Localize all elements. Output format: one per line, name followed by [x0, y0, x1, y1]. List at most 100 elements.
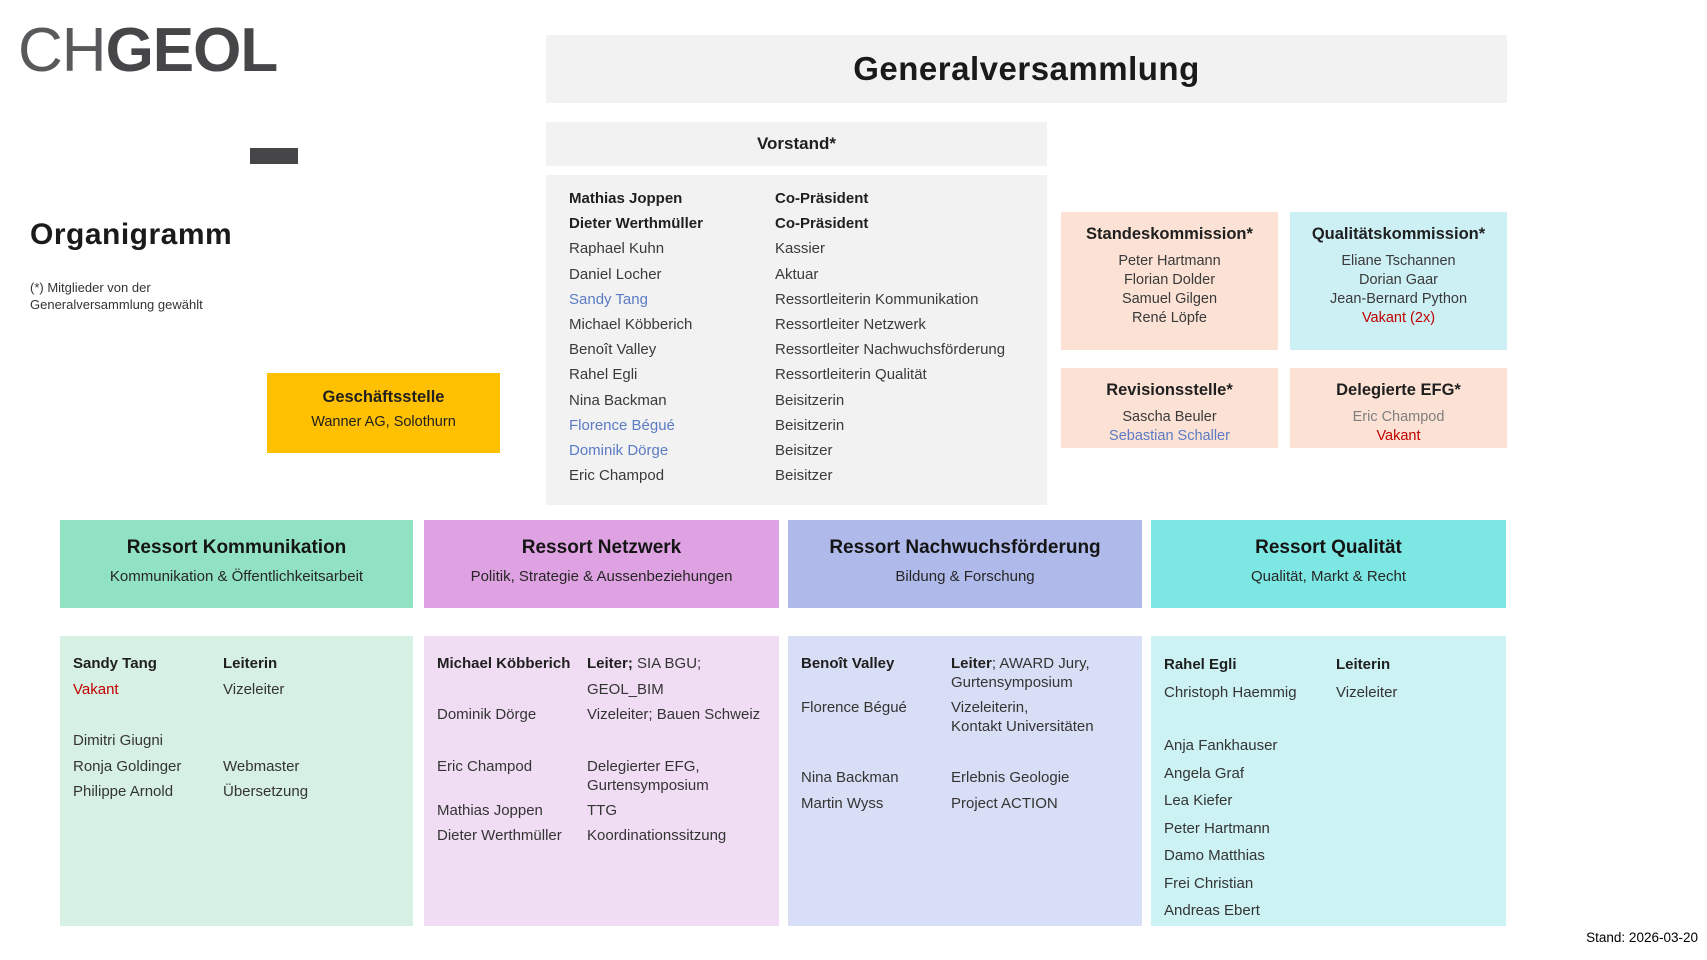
member-role: Webmaster — [223, 757, 300, 775]
vorstand-row: Rahel Egli Ressortleiterin Qualität — [569, 362, 1047, 387]
member-name: Florence Bégué — [801, 699, 907, 716]
ressort-qualitaet-header: Ressort Qualität Qualität, Markt & Recht — [1151, 520, 1506, 608]
member-row: Florence Bégué Vizeleiterin, Kontakt Uni… — [801, 695, 1134, 739]
vakant-label: Vakant — [1376, 428, 1421, 444]
vorstand-member-name: Raphael Kuhn — [569, 240, 665, 258]
ressort-qualitaet-members-box: Rahel Egli Leiterin Christoph Haemmig Vi… — [1151, 636, 1506, 926]
member-role: Vizeleiter — [223, 680, 285, 698]
vorstand-member-name-link[interactable]: Florence Bégué — [569, 416, 675, 434]
member-role: Übersetzung — [223, 783, 309, 800]
member-row: Ronja Goldinger Webmaster — [73, 754, 405, 780]
member-row: Andreas Ebert — [1164, 897, 1498, 925]
commission-member: Eliane Tschannen — [1341, 253, 1456, 269]
ressort-title: Ressort Netzwerk — [521, 537, 682, 558]
spacer — [801, 739, 1134, 765]
vorstand-member-name-link[interactable]: Sandy Tang — [569, 290, 648, 308]
member-role: Delegierter EFG, Gurtensymposium — [587, 757, 709, 794]
commission-member: Samuel Gilgen — [1121, 291, 1218, 307]
vorstand-member-role: Kassier — [775, 240, 826, 258]
vorstand-box: Mathias Joppen Co-Präsident Dieter Werth… — [546, 175, 1047, 505]
spacer — [1164, 706, 1498, 732]
vorstand-member-name: Rahel Egli — [569, 366, 638, 384]
vorstand-member-name: Mathias Joppen — [569, 190, 683, 207]
member-row: Dimitri Giugni — [73, 728, 405, 754]
vorstand-row: Daniel Locher Aktuar — [569, 262, 1047, 287]
ressort-netzwerk-header: Ressort Netzwerk Politik, Strategie & Au… — [424, 520, 779, 608]
spacer — [73, 702, 405, 728]
vorstand-member-role: Ressortleiter Nachwuchsförderung — [775, 341, 1006, 359]
member-name: Frei Christian — [1164, 874, 1254, 892]
member-row: Nina Backman Erlebnis Geologie — [801, 765, 1134, 791]
geschaeftsstelle-box: Geschäftsstelle Wanner AG, Solothurn — [267, 373, 500, 453]
member-role: TTG — [587, 801, 617, 819]
member-row: Michael Köbberich Leiter; SIA BGU; GEOL_… — [437, 651, 771, 702]
vorstand-row: Sandy Tang Ressortleiterin Kommunikation — [569, 287, 1047, 312]
member-name: Dieter Werthmüller — [437, 827, 562, 844]
ressort-subtitle: Kommunikation & Öffentlichkeitsarbeit — [109, 568, 364, 585]
vorstand-member-role: Ressortleiterin Qualität — [775, 366, 927, 384]
member-name: Ronja Goldinger — [73, 757, 182, 775]
vorstand-row: Eric Champod Beisitzer — [569, 463, 1047, 488]
commission-member: Sascha Beuler — [1122, 409, 1217, 425]
member-row: Eric Champod Delegierter EFG, Gurtensymp… — [437, 754, 771, 798]
vorstand-member-role: Co-Präsident — [775, 190, 869, 207]
member-row: Mathias Joppen TTG — [437, 798, 771, 824]
vorstand-member-name-link[interactable]: Dominik Dörge — [569, 442, 669, 460]
vorstand-row: Raphael Kuhn Kassier — [569, 236, 1047, 261]
revisionsstelle-box: Revisionsstelle* Sascha Beuler Sebastian… — [1061, 368, 1278, 448]
vorstand-member-role: Co-Präsident — [775, 215, 869, 233]
member-role: Koordinationssitzung — [587, 827, 727, 844]
geschaeftsstelle-org: Wanner AG, Solothurn — [311, 414, 456, 430]
vorstand-member-role: Aktuar — [775, 265, 819, 283]
member-name: Philippe Arnold — [73, 783, 174, 800]
member-name: Andreas Ebert — [1164, 902, 1260, 919]
member-role: Leiter; AWARD Jury, Gurtensymposium — [951, 654, 1090, 692]
standeskommission-box: Standeskommission* Peter Hartmann Floria… — [1061, 212, 1278, 350]
vorstand-row: Florence Bégué Beisitzerin — [569, 413, 1047, 438]
member-row: Vakant Vizeleiter — [73, 677, 405, 703]
ressort-title: Ressort Qualität — [1255, 537, 1402, 558]
vakant-label: Vakant (2x) — [1361, 310, 1436, 326]
member-role-bold: Leiter — [951, 655, 992, 672]
logo-dash-icon — [250, 148, 298, 164]
member-role-rest: SIA BGU; GEOL_BIM — [587, 655, 702, 698]
member-name: Mathias Joppen — [437, 801, 543, 819]
vorstand-row: Michael Köbberich Ressortleiter Netzwerk — [569, 312, 1047, 337]
vorstand-member-role: Beisitzer — [775, 442, 833, 460]
vorstand-member-name: Michael Köbberich — [569, 316, 693, 334]
chgeol-logo: CHGEOL — [18, 16, 279, 86]
vorstand-member-role: Beisitzerin — [775, 391, 845, 409]
vorstand-member-name: Nina Backman — [569, 391, 667, 409]
logo-text-geol: GEOL — [105, 16, 279, 85]
ressort-subtitle: Qualität, Markt & Recht — [1250, 568, 1407, 585]
member-name: Rahel Egli — [1164, 656, 1237, 673]
member-name: Sandy Tang — [73, 655, 157, 672]
member-role-bold: Leiter; — [587, 655, 633, 672]
vorstand-member-role: Ressortleiter Netzwerk — [775, 316, 926, 334]
delegierte-efg-box: Delegierte EFG* Eric Champod Vakant — [1290, 368, 1507, 448]
ressort-nachwuchsfoerderung-members-box: Benoît Valley Leiter; AWARD Jury, Gurten… — [788, 636, 1142, 926]
member-row: Martin Wyss Project ACTION — [801, 791, 1134, 817]
standeskommission-title: Standeskommission* — [1086, 225, 1253, 243]
ressort-subtitle: Bildung & Forschung — [895, 568, 1035, 585]
member-role: Erlebnis Geologie — [951, 769, 1070, 786]
vorstand-row: Mathias Joppen Co-Präsident — [569, 186, 1047, 211]
member-role: Vizeleiter; Bauen Schweiz — [587, 706, 761, 723]
member-row: Benoît Valley Leiter; AWARD Jury, Gurten… — [801, 651, 1134, 695]
vorstand-row: Dieter Werthmüller Co-Präsident — [569, 211, 1047, 236]
commission-member: Jean-Bernard Python — [1329, 291, 1468, 307]
member-row: Frei Christian — [1164, 870, 1498, 898]
member-row: Dieter Werthmüller Koordinationssitzung — [437, 823, 771, 849]
vorstand-member-role: Beisitzerin — [775, 416, 845, 434]
member-role: Leiterin — [223, 655, 278, 672]
member-name: Christoph Haemmig — [1164, 683, 1297, 701]
commission-member-link[interactable]: Sebastian Schaller — [1109, 428, 1230, 444]
spacer — [437, 728, 771, 754]
commission-member: Dorian Gaar — [1359, 272, 1438, 288]
ressort-title: Ressort Nachwuchsförderung — [829, 537, 1101, 558]
member-row: Anja Fankhauser — [1164, 732, 1498, 760]
member-name: Dominik Dörge — [437, 706, 537, 723]
member-name: Benoît Valley — [801, 655, 895, 672]
qualitaetskommission-box: Qualitätskommission* Eliane Tschannen Do… — [1290, 212, 1507, 350]
